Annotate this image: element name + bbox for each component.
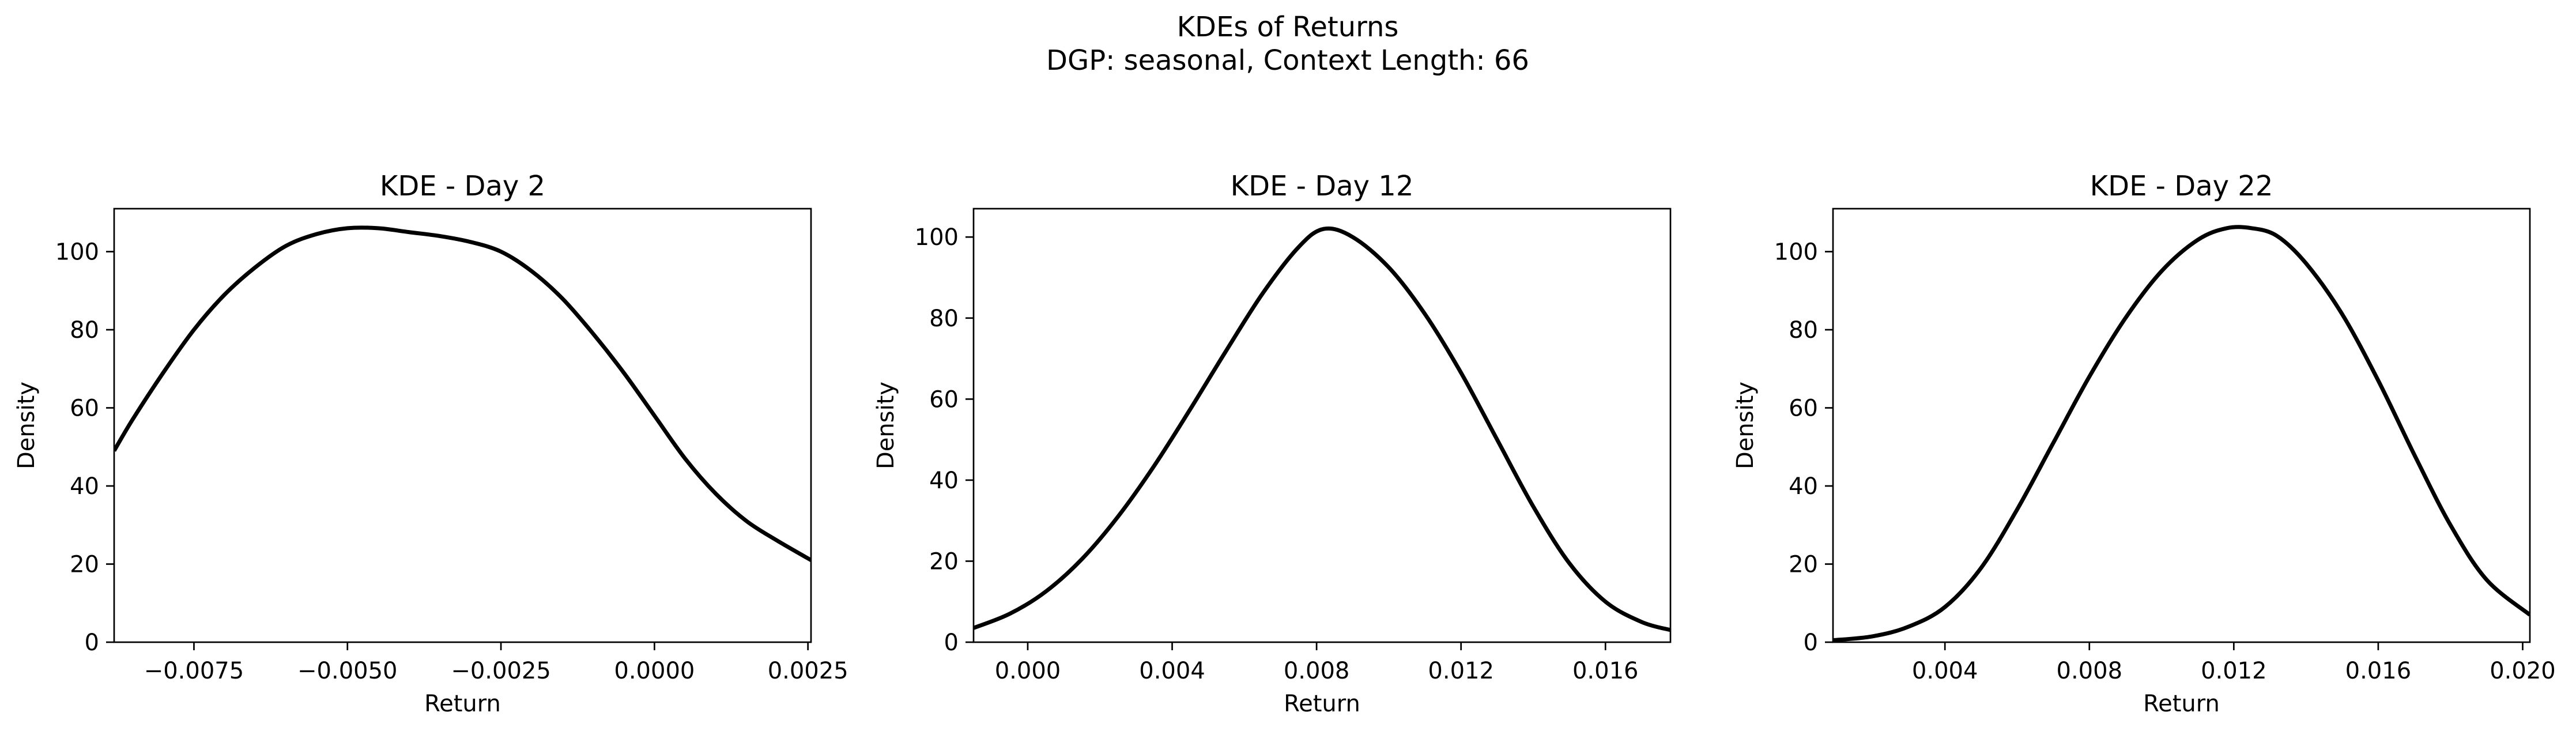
y-axis-label: Density <box>873 382 899 469</box>
x-axis-label: Return <box>1284 691 1360 717</box>
x-axis-label: Return <box>424 691 501 717</box>
x-tick-label: 0.000 <box>995 658 1061 684</box>
x-tick-label: 0.016 <box>2345 658 2412 684</box>
kde-line-series-1 <box>114 225 811 562</box>
y-tick-label: 20 <box>1789 552 1818 578</box>
subplot-panels: −0.0075 −0.0050 −0.0025 0.0000 0.00250204060… <box>13 170 2556 717</box>
y-tick-label: 100 <box>55 239 99 266</box>
x-tick-label: 0.012 <box>2201 658 2267 684</box>
subplot-title: KDE - Day 22 <box>2090 170 2273 202</box>
x-tick-label: 0.012 <box>1428 658 1494 684</box>
kde-line-series-1 <box>974 226 1670 632</box>
y-tick-label: 20 <box>929 548 959 575</box>
subplot-title: KDE - Day 2 <box>380 170 545 202</box>
y-tick-label: 80 <box>70 317 99 344</box>
y-axis-label: Density <box>1732 382 1759 469</box>
kde-panel-2: 0.000 0.004 0.008 0.012 0.016 0 20 40 60 80 100 KDE… <box>873 170 1672 717</box>
figure-title: KDEs of Returns <box>1177 11 1399 43</box>
axes-frame <box>1832 208 2531 643</box>
subplot-title: KDE - Day 12 <box>1231 170 1414 202</box>
x-tick-label: 0.008 <box>1284 658 1350 684</box>
axes-frame <box>113 208 812 643</box>
x-tick-label: −0.0025 <box>451 658 550 684</box>
x-tick-label: 0.020 <box>2490 658 2556 684</box>
y-tick-label: 100 <box>1774 239 1818 266</box>
x-tick-label: 0.008 <box>2057 658 2123 684</box>
axes-frame <box>972 208 1672 643</box>
kde-panel-1: −0.0075 −0.0050 −0.0025 0.0000 0.0025 0 20 40 60… <box>13 170 848 717</box>
x-axis-label: Return <box>2143 691 2220 717</box>
kde-panel-3: 0.004 0.008 0.012 0.016 0.020 0 20 40 60 80 100 KDE… <box>1732 170 2556 717</box>
y-tick-label: 0 <box>944 630 959 656</box>
x-tick-label: 0.0025 <box>768 658 848 684</box>
y-tick-label: 60 <box>1789 395 1818 422</box>
x-tick-label: 0.016 <box>1572 658 1639 684</box>
y-tick-label: 80 <box>1789 317 1818 344</box>
y-tick-label: 100 <box>915 224 959 251</box>
y-tick-label: 60 <box>929 386 959 413</box>
y-tick-label: 40 <box>1789 473 1818 500</box>
x-tick-label: −0.0050 <box>297 658 397 684</box>
y-tick-label: 40 <box>929 468 959 494</box>
x-tick-label: 0.004 <box>1139 658 1205 684</box>
y-tick-label: 60 <box>70 395 99 422</box>
y-axis-label: Density <box>13 382 40 469</box>
x-tick-label: 0.004 <box>1912 658 1978 684</box>
y-tick-label: 40 <box>70 473 99 500</box>
y-tick-label: 0 <box>1804 630 1818 656</box>
figure-subtitle: DGP: seasonal, Context Length: 66 <box>1046 44 1529 77</box>
y-tick-label: 0 <box>85 630 99 656</box>
x-tick-label: −0.0075 <box>144 658 244 684</box>
x-tick-label: 0.0000 <box>614 658 695 684</box>
kde-line-series-1 <box>1833 225 2530 642</box>
y-tick-label: 80 <box>929 306 959 332</box>
y-tick-label: 20 <box>70 552 99 578</box>
